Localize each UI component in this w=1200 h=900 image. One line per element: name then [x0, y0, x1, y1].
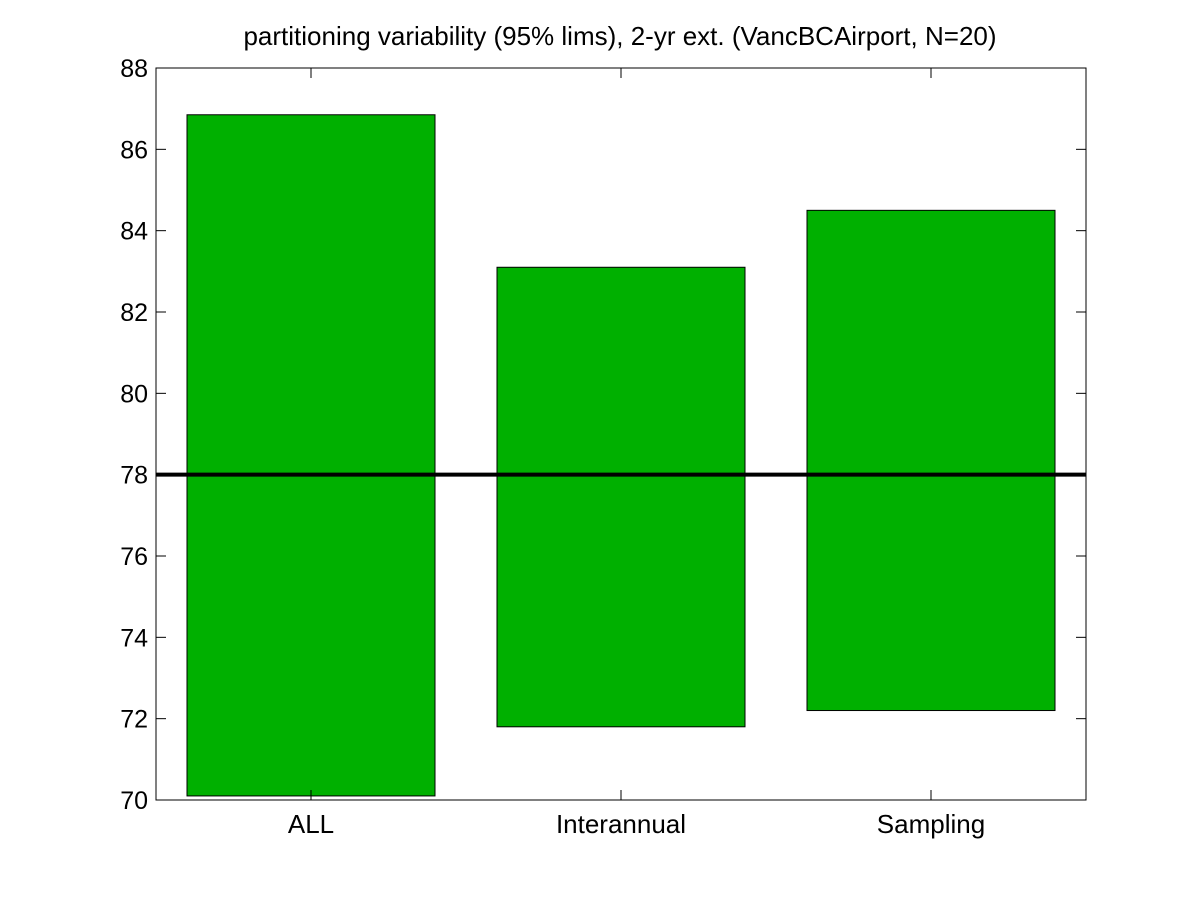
y-tick-label: 72	[120, 706, 148, 734]
y-tick-label: 76	[120, 543, 148, 571]
ticks-layer	[156, 67, 1086, 801]
bar-sampling	[806, 209, 1056, 712]
y-tick-label: 82	[120, 299, 148, 327]
y-tick-label: 78	[120, 462, 148, 490]
y-tick-label: 86	[120, 136, 148, 164]
y-tick-label: 84	[120, 218, 148, 246]
x-category-label: Interannual	[556, 809, 686, 839]
y-tick-label: 70	[120, 787, 148, 815]
labels-layer: 70 72 74 76 78 80 82 84 86 88 ALL Interannual Sampli…	[120, 55, 985, 839]
y-tick-label: 80	[120, 380, 148, 408]
bar-interannual	[496, 266, 746, 728]
x-category-label: ALL	[288, 809, 334, 839]
y-tick-label: 88	[120, 55, 148, 83]
bars-layer	[186, 114, 1056, 797]
bar-all	[186, 114, 436, 797]
x-category-label: Sampling	[877, 809, 985, 839]
chart-title: partitioning variability (95% lims), 2-y…	[243, 21, 996, 51]
y-tick-label: 74	[120, 624, 148, 652]
